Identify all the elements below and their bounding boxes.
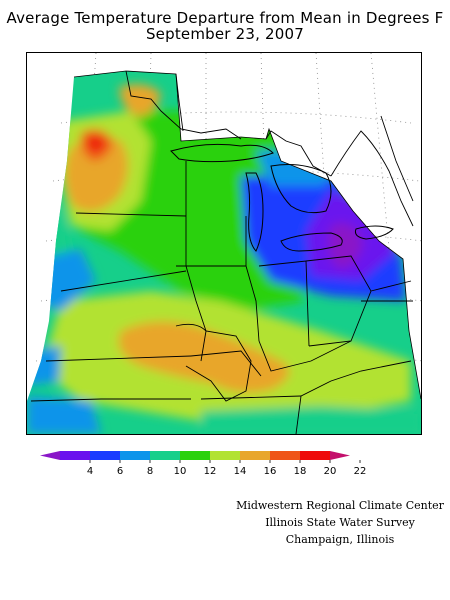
credit-survey: Illinois State Water Survey bbox=[265, 516, 415, 529]
temperature-departure-map bbox=[26, 52, 422, 435]
legend-tick-label: 18 bbox=[294, 466, 307, 477]
legend-tick-label: 4 bbox=[87, 466, 93, 477]
legend-tick-label: 12 bbox=[204, 466, 217, 477]
legend-tick-label: 20 bbox=[324, 466, 337, 477]
legend-arrow-low bbox=[40, 451, 60, 460]
color-scale-legend: 4 6 8 10 12 14 16 18 20 22 bbox=[40, 449, 410, 479]
legend-tick-label: 16 bbox=[264, 466, 277, 477]
legend-tick-label: 8 bbox=[147, 466, 153, 477]
credit-organization: Midwestern Regional Climate Center bbox=[236, 499, 444, 512]
legend-swatch bbox=[90, 451, 120, 460]
legend-swatch bbox=[270, 451, 300, 460]
legend-swatch bbox=[240, 451, 270, 460]
legend-swatch bbox=[150, 451, 180, 460]
legend-swatch bbox=[180, 451, 210, 460]
legend-swatch bbox=[300, 451, 330, 460]
legend-tick-label: 14 bbox=[234, 466, 247, 477]
legend-swatch bbox=[210, 451, 240, 460]
legend-arrow-high bbox=[330, 451, 350, 460]
legend-swatch bbox=[120, 451, 150, 460]
credit-location: Champaign, Illinois bbox=[285, 533, 395, 546]
state-boundaries bbox=[30, 161, 413, 434]
legend-tick-label: 6 bbox=[117, 466, 123, 477]
temperature-field bbox=[27, 71, 421, 434]
region-border bbox=[73, 70, 421, 400]
map-title: Average Temperature Departure from Mean … bbox=[6, 9, 444, 27]
legend-swatch bbox=[60, 451, 90, 460]
legend-tick-label: 10 bbox=[174, 466, 187, 477]
map-date: September 23, 2007 bbox=[145, 25, 305, 43]
legend-tick-label: 22 bbox=[354, 466, 367, 477]
great-lakes bbox=[170, 143, 394, 252]
credits-block: Midwestern Regional Climate Center Illin… bbox=[230, 497, 450, 548]
